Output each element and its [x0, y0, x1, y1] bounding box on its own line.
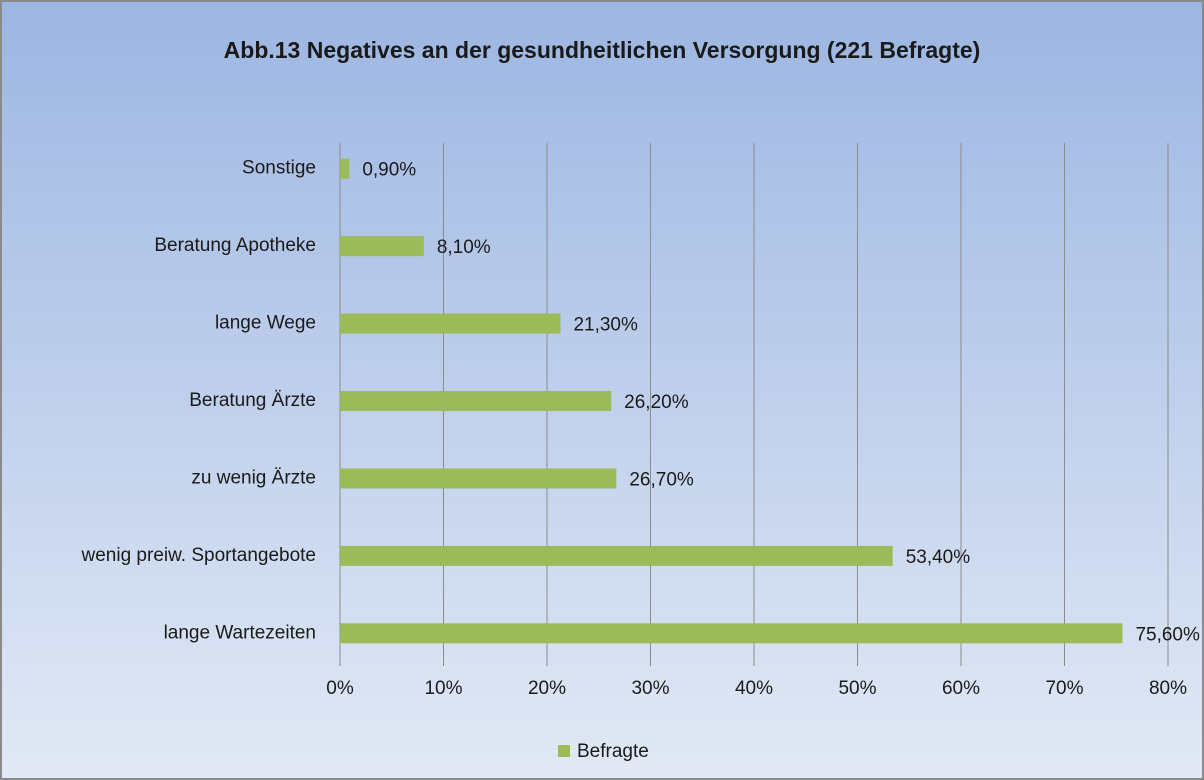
bar: [340, 391, 612, 411]
y-tick-label: zu wenig Ärzte: [191, 467, 316, 488]
x-tick-label: 60%: [942, 678, 980, 699]
data-label: 21,30%: [573, 315, 638, 336]
x-tick-label: 10%: [424, 678, 462, 699]
x-tick-label: 30%: [631, 678, 669, 699]
bar: [340, 623, 1123, 644]
x-tick-label: 50%: [838, 678, 876, 699]
legend-label: Befragte: [577, 741, 649, 762]
bar: [340, 545, 893, 566]
y-tick-label: Sonstige: [242, 158, 316, 179]
x-tick-label: 80%: [1149, 678, 1187, 699]
data-label: 75,60%: [1135, 624, 1200, 645]
data-label: 0,90%: [362, 160, 416, 181]
legend-swatch: [558, 745, 570, 757]
data-label: 8,10%: [437, 237, 491, 258]
x-tick-label: 40%: [735, 678, 773, 699]
bar: [340, 468, 617, 489]
y-tick-label: lange Wartezeiten: [164, 622, 316, 643]
y-tick-label: Beratung Ärzte: [189, 390, 316, 411]
bar: [340, 313, 561, 334]
bar: [340, 158, 350, 179]
data-label: 53,40%: [906, 547, 971, 568]
y-tick-label: lange Wege: [215, 313, 316, 334]
data-label: 26,70%: [629, 469, 694, 490]
y-tick-label: Beratung Apotheke: [154, 235, 316, 256]
x-tick-label: 70%: [1045, 678, 1083, 699]
x-tick-label: 20%: [528, 678, 566, 699]
chart-title: Abb.13 Negatives an der gesundheitlichen…: [224, 37, 981, 63]
bar: [340, 236, 424, 257]
data-label: 26,20%: [624, 392, 689, 413]
y-tick-label: wenig preiw. Sportangebote: [81, 545, 317, 566]
x-tick-label: 0%: [326, 678, 354, 699]
